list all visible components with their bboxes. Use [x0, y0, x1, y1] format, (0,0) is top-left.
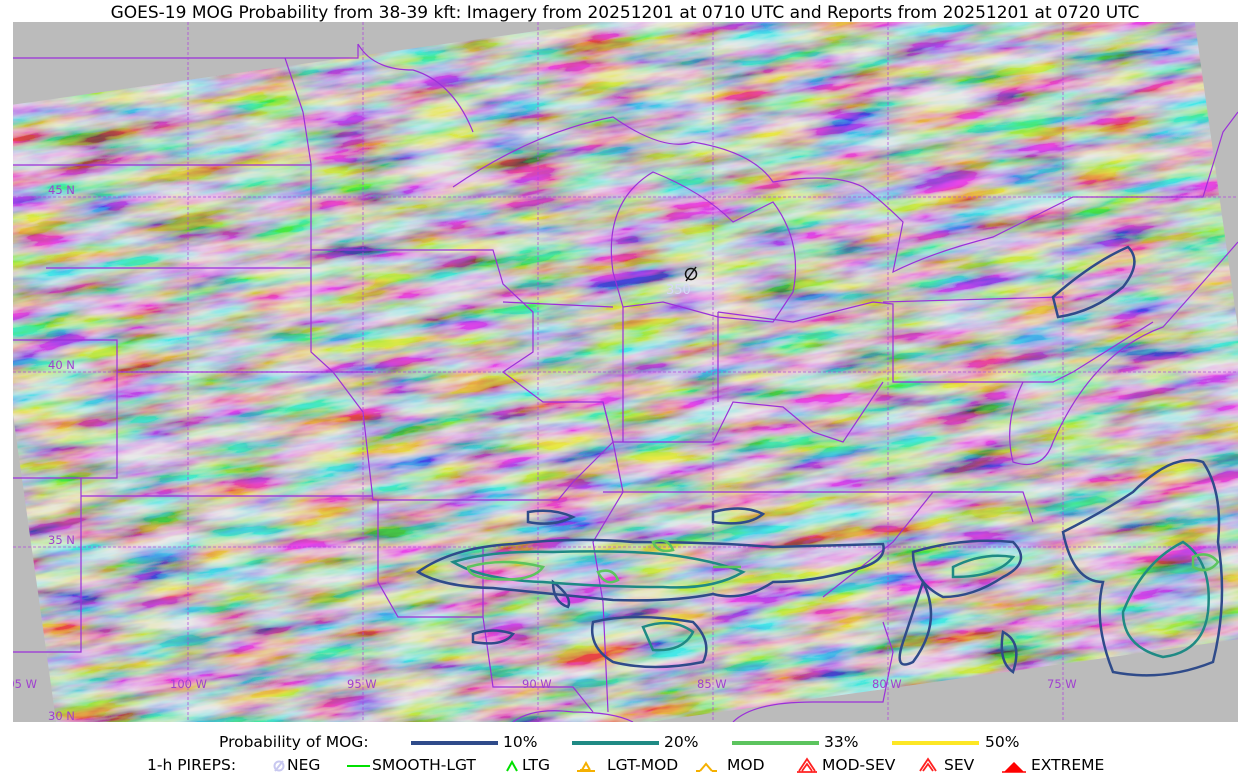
pirep-label-ltg: LTG [522, 756, 550, 774]
pirep-label-mod: MOD [727, 756, 765, 774]
sev-icon [919, 757, 937, 772]
lon-label: 90 W [522, 677, 552, 691]
neg-icon [273, 760, 285, 772]
legend-label-20: 20% [664, 733, 699, 751]
swatch-33 [732, 741, 819, 745]
pirep-report[interactable]: 350 [666, 266, 698, 298]
legend-label-10: 10% [503, 733, 538, 751]
longitude-labels: 105 W 100 W 95 W 90 W 85 W 80 W 75 W [13, 677, 1077, 691]
pirep-label-neg: NEG [287, 756, 321, 774]
chart-title: GOES-19 MOG Probability from 38-39 kft: … [110, 3, 1140, 23]
graticule [13, 22, 1238, 722]
swatch-10 [411, 741, 498, 745]
probability-legend-title: Probability of MOG: [219, 733, 369, 751]
contour-33 [466, 539, 1220, 584]
lon-label: 75 W [1047, 677, 1077, 691]
mod-icon [696, 762, 717, 772]
pirep-legend-icons [273, 757, 1026, 773]
mod-sev-icon [797, 757, 817, 773]
lat-label: 40 N [48, 358, 75, 372]
extreme-icon [1002, 761, 1026, 773]
lon-label: 80 W [872, 677, 902, 691]
pirep-label-extreme: EXTREME [1031, 756, 1105, 774]
lon-label: 100 W [170, 677, 207, 691]
pirep-label-sev: SEV [944, 756, 975, 774]
satellite-map: 45 N 40 N 35 N 30 N 105 W 100 W 95 W 90 … [13, 22, 1238, 722]
lon-label: 95 W [347, 677, 377, 691]
lat-label: 45 N [48, 183, 75, 197]
swatch-50 [892, 741, 979, 745]
pirep-label-lgt-mod: LGT-MOD [607, 756, 679, 774]
neg-pirep-icon[interactable] [684, 267, 698, 281]
pirep-altitude-label: 350 [666, 283, 691, 298]
contour-20 [449, 540, 1210, 659]
lat-label: 35 N [48, 533, 75, 547]
legend-label-50: 50% [985, 733, 1020, 751]
latitude-labels: 45 N 40 N 35 N 30 N [48, 183, 75, 722]
legend-label-33: 33% [824, 733, 859, 751]
contour-10 [415, 245, 1224, 677]
swatch-20 [572, 741, 659, 745]
lon-label: 105 W [13, 677, 37, 691]
pirep-label-mod-sev: MOD-SEV [822, 756, 896, 774]
lat-label: 30 N [48, 709, 75, 722]
pirep-legend-title: 1-h PIREPS: [147, 756, 237, 774]
lon-label: 85 W [697, 677, 727, 691]
pirep-label-smooth-lgt: SMOOTH-LGT [372, 756, 476, 774]
lgt-mod-icon [577, 760, 595, 772]
ltg-icon [506, 759, 518, 772]
